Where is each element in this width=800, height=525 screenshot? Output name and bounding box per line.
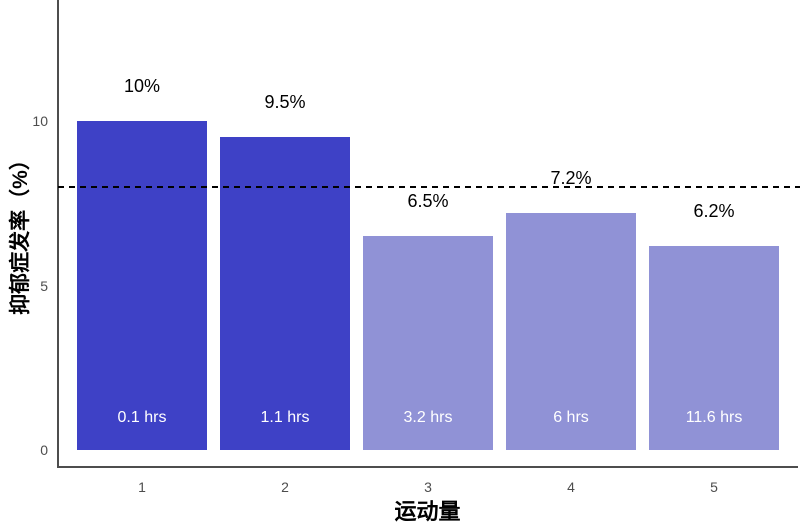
bar-value-label: 7.2% [550, 168, 592, 188]
bar-inner-label: 0.1 hrs [117, 409, 167, 426]
bar-category-4 [506, 213, 636, 450]
bar-value-label: 9.5% [264, 92, 306, 112]
bar-inner-label: 3.2 hrs [403, 409, 453, 426]
x-axis-title: 运动量 [394, 499, 461, 524]
y-tick-label: 5 [40, 278, 48, 294]
x-tick-label: 1 [138, 479, 146, 495]
bar-inner-label: 6 hrs [553, 409, 589, 426]
y-tick-label: 0 [40, 442, 48, 458]
bar-inner-label: 11.6 hrs [685, 409, 743, 426]
reference-dashed-line [58, 186, 800, 188]
x-tick-label: 4 [567, 479, 575, 495]
bar-inner-label: 1.1 hrs [260, 409, 310, 426]
bar-category-5 [649, 246, 779, 450]
plot-area [57, 0, 798, 468]
x-tick-label: 3 [424, 479, 432, 495]
bar-value-label: 10% [123, 76, 161, 96]
x-tick-label: 5 [710, 479, 718, 495]
bar-value-label: 6.5% [407, 191, 449, 211]
y-tick-label: 10 [32, 113, 48, 129]
bar-category-1 [77, 121, 207, 450]
x-tick-label: 2 [281, 479, 289, 495]
bar-category-3 [363, 236, 493, 450]
bar-category-2 [220, 137, 350, 450]
bar-value-label: 6.2% [693, 201, 735, 221]
